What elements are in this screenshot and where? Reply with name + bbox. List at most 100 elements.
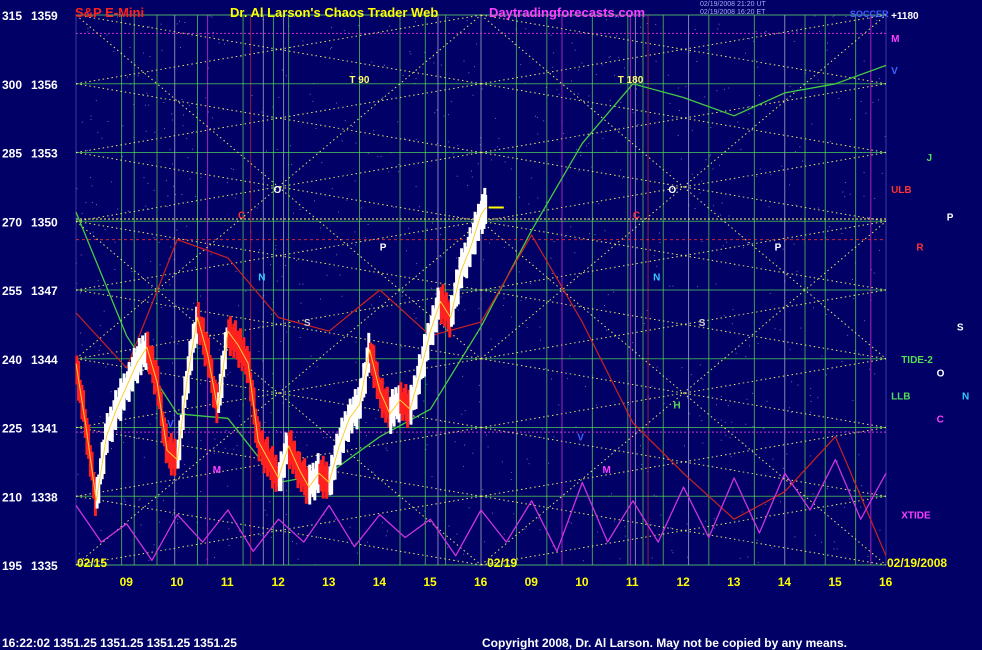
dot xyxy=(874,197,876,199)
dot xyxy=(757,562,759,564)
lattice-line xyxy=(480,358,887,428)
dot xyxy=(416,263,418,265)
dot xyxy=(589,233,591,234)
dot xyxy=(266,514,268,516)
dot xyxy=(81,121,83,123)
dot xyxy=(669,285,671,287)
dot xyxy=(677,87,679,89)
chart-annotation: O xyxy=(668,185,676,196)
dot xyxy=(173,185,175,187)
dot xyxy=(463,60,465,62)
chart-annotation: C xyxy=(633,210,640,221)
x-tick-label: 12 xyxy=(677,575,691,589)
dot xyxy=(238,530,240,532)
site-link[interactable]: Daytradingforecasts.com xyxy=(489,5,646,20)
dot xyxy=(351,72,353,74)
dot xyxy=(672,552,674,554)
dot xyxy=(832,434,834,436)
dot xyxy=(450,101,452,103)
dot xyxy=(228,544,230,546)
dot xyxy=(620,169,622,171)
dot xyxy=(810,411,812,413)
dot xyxy=(732,427,734,429)
dot xyxy=(860,101,862,102)
dot xyxy=(853,297,855,299)
dot xyxy=(285,75,287,77)
dot xyxy=(637,124,639,125)
dot xyxy=(159,264,161,266)
dot xyxy=(800,327,802,329)
dot xyxy=(530,177,532,179)
dot xyxy=(326,274,328,276)
dot xyxy=(77,473,79,475)
dot xyxy=(550,34,552,36)
dot xyxy=(229,371,231,373)
dot xyxy=(137,75,139,77)
dot xyxy=(150,261,152,263)
x-tick-label: 14 xyxy=(373,575,387,589)
dot xyxy=(748,106,750,107)
dot xyxy=(878,78,880,80)
dot xyxy=(863,195,865,197)
dot xyxy=(193,302,195,304)
dot xyxy=(556,89,558,91)
dot xyxy=(852,399,854,401)
dot xyxy=(552,66,554,68)
dot xyxy=(553,241,555,242)
dot xyxy=(309,93,311,95)
dot xyxy=(211,117,213,119)
dot xyxy=(170,246,172,248)
dot xyxy=(471,170,472,172)
dot xyxy=(226,182,228,184)
dot xyxy=(817,79,819,81)
dot xyxy=(752,425,754,427)
dot xyxy=(712,168,714,170)
last-quote: 16:22:02 1351.25 1351.25 1351.25 1351.25 xyxy=(2,636,237,650)
dot xyxy=(114,241,116,243)
dot xyxy=(140,524,142,526)
dot xyxy=(844,506,846,508)
dot xyxy=(382,522,383,524)
dot xyxy=(123,441,125,443)
dot xyxy=(302,283,304,285)
dot xyxy=(510,479,512,480)
dot xyxy=(548,462,549,464)
dot xyxy=(301,250,303,252)
dot xyxy=(90,119,92,120)
dot xyxy=(385,447,387,449)
dot xyxy=(719,164,721,166)
dot xyxy=(653,255,655,257)
dot xyxy=(651,524,653,526)
dot xyxy=(580,155,582,156)
dot xyxy=(326,437,328,439)
dot xyxy=(819,30,820,32)
dot xyxy=(440,490,442,492)
price-midline xyxy=(75,207,487,502)
y-tick-label-left: 210 xyxy=(2,490,22,504)
dot xyxy=(460,296,462,298)
chart-annotation: M xyxy=(213,465,221,476)
dot xyxy=(454,559,456,561)
dot xyxy=(179,47,181,48)
dot xyxy=(779,329,781,331)
dot xyxy=(224,43,225,45)
dot xyxy=(560,287,562,288)
dot xyxy=(111,181,113,183)
y-tick-label-price: 1344 xyxy=(31,353,58,367)
dot xyxy=(99,345,101,347)
dot xyxy=(876,23,878,25)
dot xyxy=(403,290,404,292)
dot xyxy=(728,215,730,217)
dot xyxy=(748,113,750,115)
dot xyxy=(171,113,173,115)
dot xyxy=(143,456,145,458)
dot xyxy=(289,406,290,407)
dot xyxy=(537,197,539,199)
dot xyxy=(482,259,484,261)
dot xyxy=(789,184,790,186)
dot xyxy=(285,513,287,515)
dot xyxy=(503,305,505,306)
dot xyxy=(426,383,428,385)
dot xyxy=(796,31,798,33)
dot xyxy=(107,121,109,122)
